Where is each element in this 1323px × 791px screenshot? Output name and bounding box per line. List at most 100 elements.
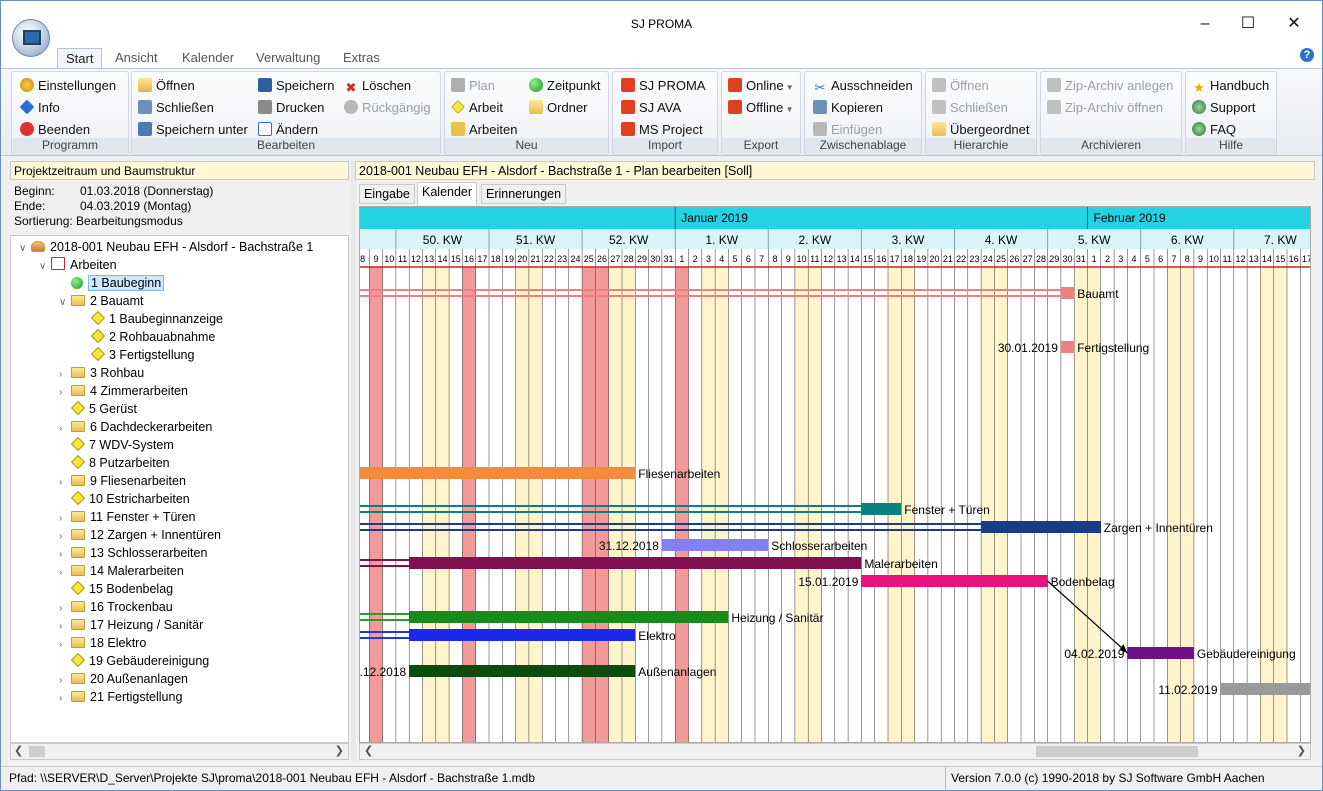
einfuegen-button[interactable]: Einfügen	[813, 120, 882, 140]
tree-node[interactable]: 19 Gebäudereinigung	[59, 652, 209, 670]
expand-toggle-icon[interactable]: ›	[59, 477, 63, 488]
tree-node[interactable]: › 17 Heizung / Sanitär	[59, 616, 203, 634]
kopieren-button[interactable]: Kopieren	[813, 98, 883, 118]
project-tree[interactable]: ∨ 2018-001 Neubau EFH - Alsdorf - Bachstr…	[10, 235, 349, 743]
hierarchie-schliessen-button[interactable]: Schließen	[932, 98, 1008, 118]
tree-node[interactable]: › 3 Rohbau	[59, 364, 144, 382]
loeschen-button[interactable]: ✖ Löschen	[344, 76, 412, 96]
day-label: 20	[517, 254, 527, 264]
beenden-button[interactable]: Beenden	[20, 120, 90, 140]
tab-start[interactable]: Start	[57, 48, 103, 69]
tree-node[interactable]: 7 WDV-System	[59, 436, 174, 454]
expand-toggle-icon[interactable]: ›	[59, 693, 63, 704]
online-dropdown[interactable]: Online ▼	[728, 76, 794, 96]
tree-node[interactable]: 3 Fertigstellung	[79, 346, 194, 364]
hierarchie-oeffnen-button[interactable]: Öffnen	[932, 76, 989, 96]
tab-extras[interactable]: Extras	[343, 50, 380, 65]
uebergeordnet-button[interactable]: Übergeordnet	[932, 120, 1030, 140]
tab-erinnerungen[interactable]: Erinnerungen	[481, 184, 567, 204]
tab-kalender[interactable]: Kalender	[182, 50, 235, 65]
close-button[interactable]: ✕	[1287, 15, 1301, 32]
drucken-button[interactable]: Drucken	[258, 98, 324, 118]
tab-verwaltung[interactable]: Verwaltung	[256, 50, 321, 65]
aendern-button[interactable]: Ändern	[258, 120, 318, 140]
oeffnen-button[interactable]: Öffnen	[138, 76, 195, 96]
expand-toggle-icon[interactable]: ∨	[39, 261, 47, 272]
import-sj-ava-button[interactable]: SJ AVA	[621, 98, 681, 118]
arbeit-button[interactable]: Arbeit	[451, 98, 503, 118]
zeitpunkt-button[interactable]: Zeitpunkt	[529, 76, 600, 96]
tree-node[interactable]: › 6 Dachdeckerarbeiten	[59, 418, 212, 436]
scroll-right-icon[interactable]: ❯	[1296, 745, 1306, 757]
offline-dropdown[interactable]: Offline ▼	[728, 98, 793, 118]
schliessen-button[interactable]: Schließen	[138, 98, 214, 118]
scroll-thumb[interactable]	[1036, 746, 1198, 757]
import-sj-proma-button[interactable]: SJ PROMA	[621, 76, 705, 96]
rueckgaengig-button[interactable]: Rückgängig	[344, 98, 431, 118]
expand-toggle-icon[interactable]: ›	[59, 387, 63, 398]
tree-node[interactable]: › 4 Zimmerarbeiten	[59, 382, 188, 400]
tree-horizontal-scrollbar[interactable]: ❮ ❯	[10, 743, 349, 760]
tree-node[interactable]: › 11 Fenster + Türen	[59, 508, 196, 526]
faq-button[interactable]: FAQ	[1192, 120, 1236, 140]
expand-toggle-icon[interactable]: ∨	[19, 243, 27, 254]
tab-kalender-view[interactable]: Kalender	[417, 182, 478, 205]
tree-node[interactable]: 1 Baubeginnanzeige	[79, 310, 223, 328]
expand-toggle-icon[interactable]: ›	[59, 675, 63, 686]
ordner-button[interactable]: Ordner	[529, 98, 587, 118]
expand-toggle-icon[interactable]: ›	[59, 549, 63, 560]
einstellungen-button[interactable]: Einstellungen	[20, 76, 116, 96]
arbeiten-button[interactable]: Arbeiten	[451, 120, 517, 140]
tree-node[interactable]: › 14 Malerarbeiten	[59, 562, 184, 580]
tree-node[interactable]: 10 Estricharbeiten	[59, 490, 190, 508]
plan-button[interactable]: Plan	[451, 76, 495, 96]
tab-eingabe[interactable]: Eingabe	[359, 184, 415, 204]
ausschneiden-button[interactable]: ✂ Ausschneiden	[813, 76, 913, 96]
speichern-unter-button[interactable]: Speichern unter	[138, 120, 248, 140]
application-menu-button[interactable]	[12, 19, 50, 57]
expand-toggle-icon[interactable]: ›	[59, 621, 63, 632]
tree-node[interactable]: 5 Gerüst	[59, 400, 137, 418]
expand-toggle-icon[interactable]: ›	[59, 639, 63, 650]
tab-ansicht[interactable]: Ansicht	[115, 50, 158, 65]
zip-oeffnen-button[interactable]: Zip-Archiv öffnen	[1047, 98, 1163, 118]
expand-toggle-icon[interactable]: ›	[59, 369, 63, 380]
handbuch-button[interactable]: ★ Handbuch	[1192, 76, 1269, 96]
scroll-left-icon[interactable]: ❮	[14, 745, 24, 757]
maximize-button[interactable]: ☐	[1240, 15, 1256, 32]
support-button[interactable]: Support	[1192, 98, 1256, 118]
gantt-horizontal-scrollbar[interactable]: ❮ ❯	[359, 743, 1311, 760]
import-ms-project-button[interactable]: MS Project	[621, 120, 703, 140]
tree-node[interactable]: 8 Putzarbeiten	[59, 454, 170, 472]
tree-node[interactable]: ∨ 2018-001 Neubau EFH - Alsdorf - Bachstr…	[19, 238, 313, 256]
help-icon[interactable]: ?	[1300, 48, 1314, 62]
tree-node[interactable]: ∨ 2 Bauamt	[59, 292, 144, 310]
scroll-right-icon[interactable]: ❯	[334, 745, 344, 757]
tree-node[interactable]: › 12 Zargen + Innentüren	[59, 526, 221, 544]
tree-node[interactable]: › 13 Schlosserarbeiten	[59, 544, 207, 562]
tree-node[interactable]: 15 Bodenbelag	[59, 580, 173, 598]
expand-toggle-icon[interactable]: ›	[59, 531, 63, 542]
scroll-left-icon[interactable]: ❮	[364, 745, 374, 757]
expand-toggle-icon[interactable]: ›	[59, 603, 63, 614]
panel-splitter[interactable]	[351, 161, 356, 761]
tree-node[interactable]: 2 Rohbauabnahme	[79, 328, 215, 346]
expand-toggle-icon[interactable]: ›	[59, 567, 63, 578]
tree-node[interactable]: 1 Baubeginn	[59, 274, 165, 292]
tree-node[interactable]: ∨ Arbeiten	[39, 256, 117, 274]
tree-node[interactable]: › 21 Fertigstellung	[59, 688, 182, 706]
tree-node[interactable]: › 18 Elektro	[59, 634, 146, 652]
zip-anlegen-button[interactable]: Zip-Archiv anlegen	[1047, 76, 1173, 96]
expand-toggle-icon[interactable]: ›	[59, 513, 63, 524]
expand-toggle-icon[interactable]: ∨	[59, 297, 67, 308]
gantt-chart[interactable]: Januar 2019 Februar 2019 50. KW 51. KW 52. K…	[359, 206, 1311, 743]
speichern-button[interactable]: Speichern	[258, 76, 335, 96]
tree-node[interactable]: › 20 Außenanlagen	[59, 670, 188, 688]
minimize-button[interactable]: –	[1200, 15, 1210, 32]
scroll-thumb[interactable]	[29, 746, 45, 757]
tree-node[interactable]: › 16 Trockenbau	[59, 598, 173, 616]
tree-node[interactable]: › 9 Fliesenarbeiten	[59, 472, 186, 490]
info-button[interactable]: Info	[19, 98, 60, 118]
expand-toggle-icon[interactable]: ›	[59, 423, 63, 434]
